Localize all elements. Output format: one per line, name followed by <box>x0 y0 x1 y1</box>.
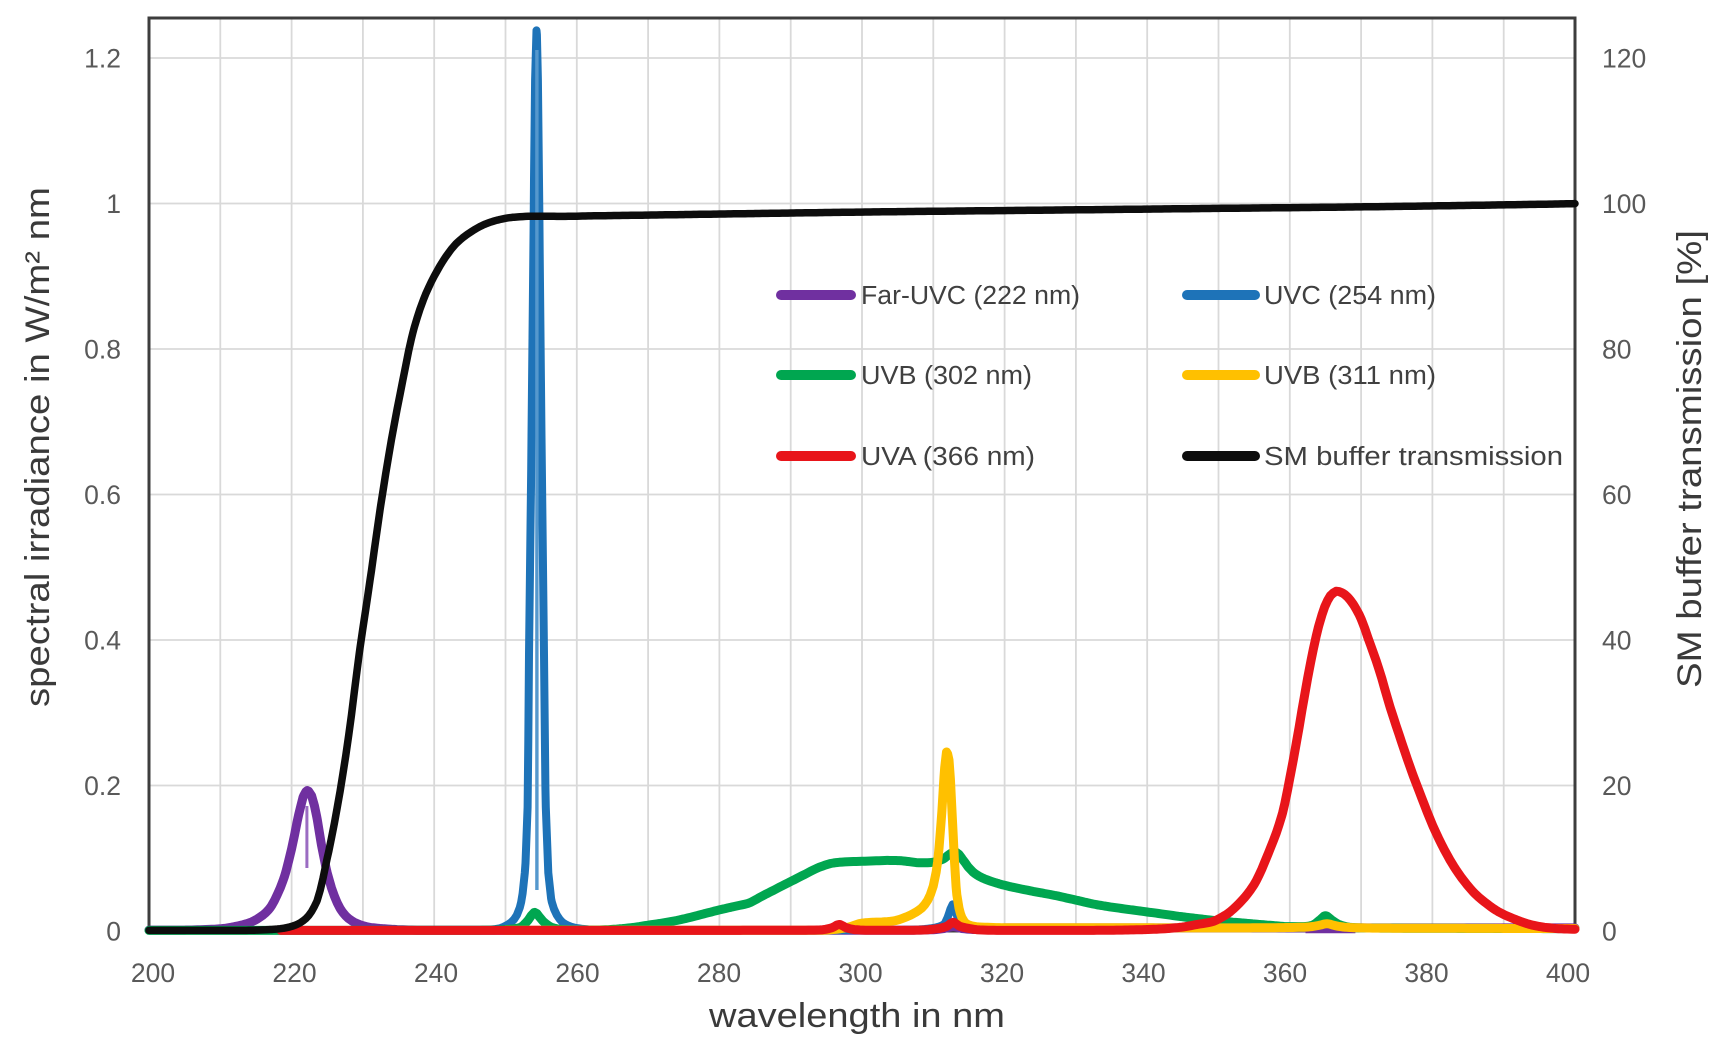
svg-text:spectral irradiance in W/m² nm: spectral irradiance in W/m² nm <box>19 187 57 707</box>
svg-text:220: 220 <box>272 958 316 988</box>
svg-text:0: 0 <box>106 917 121 947</box>
svg-text:80: 80 <box>1602 335 1631 365</box>
svg-text:280: 280 <box>697 958 741 988</box>
svg-text:UVC (254 nm): UVC (254 nm) <box>1264 282 1436 310</box>
svg-text:1.2: 1.2 <box>84 44 121 74</box>
svg-text:SM buffer transmission: SM buffer transmission <box>1264 443 1563 471</box>
svg-text:0: 0 <box>1602 917 1617 947</box>
svg-text:UVB (302 nm): UVB (302 nm) <box>861 362 1032 390</box>
svg-text:0.2: 0.2 <box>84 771 121 801</box>
svg-text:200: 200 <box>131 958 175 988</box>
svg-text:260: 260 <box>555 958 599 988</box>
svg-text:wavelength in nm: wavelength in nm <box>708 997 1005 1035</box>
svg-text:0.6: 0.6 <box>84 480 121 510</box>
svg-text:Far-UVC (222 nm): Far-UVC (222 nm) <box>861 282 1080 310</box>
svg-text:1: 1 <box>106 189 121 219</box>
svg-text:240: 240 <box>414 958 458 988</box>
svg-text:400: 400 <box>1546 958 1590 988</box>
svg-text:380: 380 <box>1404 958 1448 988</box>
svg-text:UVB (311 nm): UVB (311 nm) <box>1264 362 1436 390</box>
svg-text:0.8: 0.8 <box>84 335 121 365</box>
svg-text:20: 20 <box>1602 771 1631 801</box>
svg-text:0.4: 0.4 <box>84 626 121 656</box>
svg-text:UVA (366 nm): UVA (366 nm) <box>861 443 1035 471</box>
svg-text:40: 40 <box>1602 626 1631 656</box>
svg-text:100: 100 <box>1602 189 1646 219</box>
svg-text:320: 320 <box>980 958 1024 988</box>
svg-text:360: 360 <box>1263 958 1307 988</box>
svg-text:SM buffer transmission [%]: SM buffer transmission [%] <box>1671 230 1709 688</box>
svg-text:340: 340 <box>1121 958 1165 988</box>
svg-text:300: 300 <box>838 958 882 988</box>
svg-text:60: 60 <box>1602 480 1631 510</box>
svg-text:120: 120 <box>1602 44 1646 74</box>
